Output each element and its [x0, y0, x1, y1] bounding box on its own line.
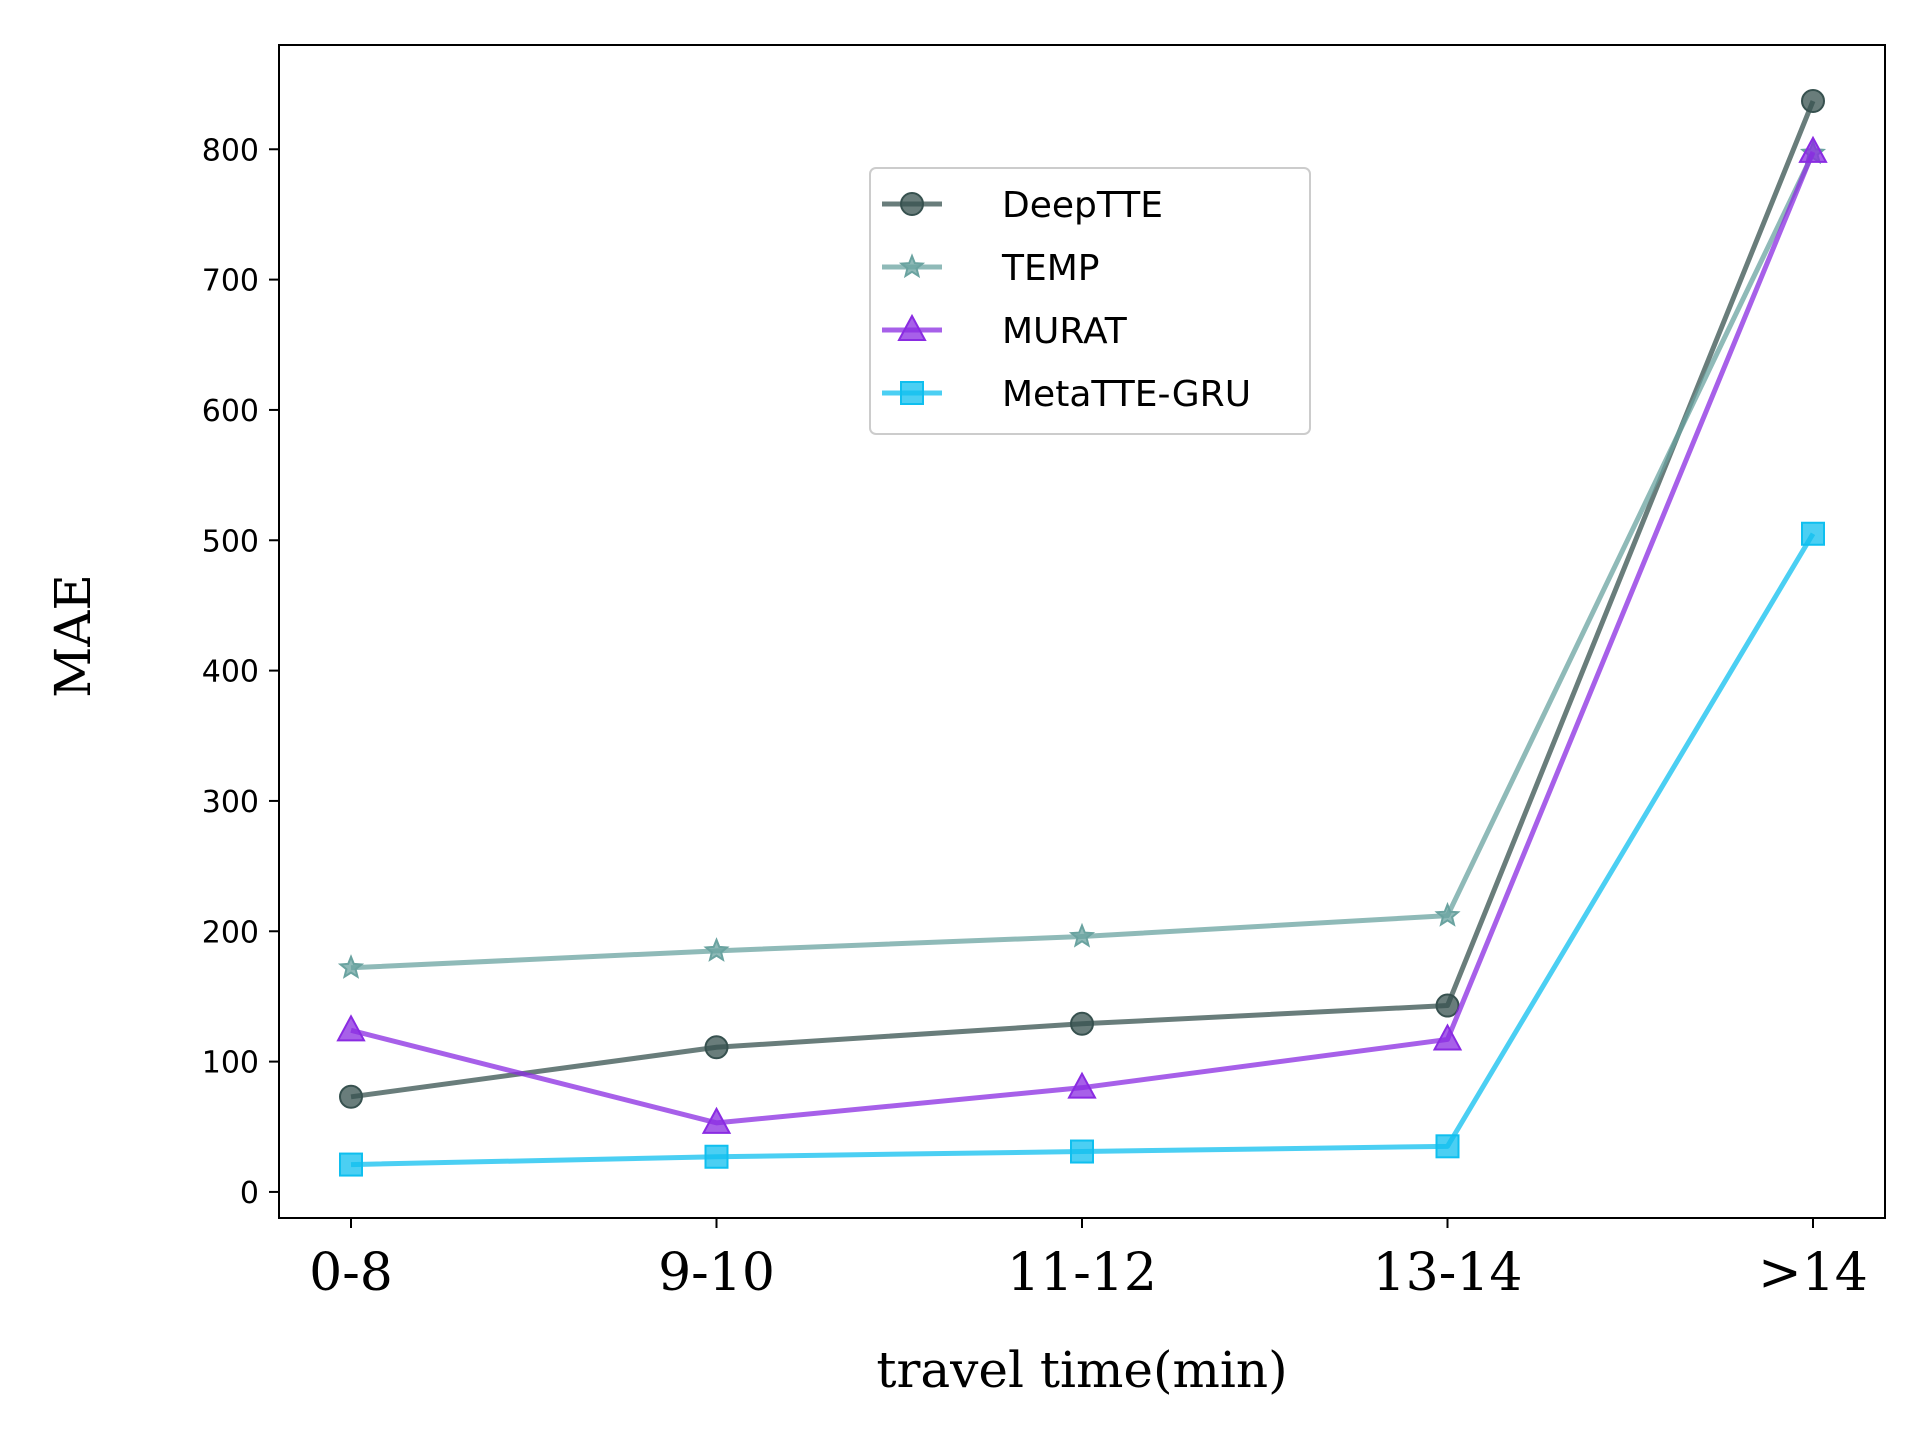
data-point-metatte-gru [1801, 521, 1825, 546]
data-point-deeptte [704, 1035, 729, 1060]
x-tick-label: 13-14 [1373, 1243, 1523, 1303]
series-metatte-gru [339, 521, 1825, 1177]
legend-label: MURAT [1002, 311, 1128, 352]
legend-marker-metatte-gru [900, 381, 924, 405]
legend-marker-deeptte [900, 192, 924, 216]
data-point-deeptte [1435, 993, 1460, 1018]
x-tick-label: 9-10 [658, 1243, 775, 1303]
data-point-murat [1432, 1023, 1463, 1051]
x-tick-label: >14 [1758, 1243, 1868, 1303]
x-tick-label: 0-8 [309, 1243, 393, 1303]
series-murat [336, 135, 1828, 1134]
series-line-metatte-gru [350, 532, 1816, 1168]
legend-entry-metatte-gru: MetaTTE-GRU [882, 374, 1251, 415]
legend-entry-temp: TEMP [882, 248, 1100, 289]
x-tick-label: 11-12 [1007, 1243, 1157, 1303]
data-point-deeptte [339, 1084, 363, 1109]
data-point-temp [1068, 922, 1096, 948]
data-point-deeptte [1801, 89, 1825, 114]
data-point-temp [337, 954, 365, 979]
series-deeptte [339, 89, 1825, 1109]
y-tick-label: 800 [202, 133, 259, 168]
legend-label: TEMP [1001, 248, 1100, 289]
y-tick-label: 700 [202, 264, 259, 299]
legend-entry-murat: MURAT [882, 311, 1128, 352]
data-point-temp [1434, 901, 1461, 927]
series-layer [336, 89, 1828, 1177]
y-tick-label: 200 [202, 915, 259, 950]
data-point-metatte-gru [1070, 1139, 1094, 1164]
data-point-murat [1798, 135, 1828, 163]
legend-marker-temp [898, 253, 926, 279]
y-axis-title: MAE [44, 574, 102, 698]
y-tick-label: 300 [202, 785, 259, 820]
x-axis: 0-8 9-10 11-12 13-14 >14 [309, 1218, 1868, 1303]
data-point-murat [336, 1014, 366, 1042]
data-point-metatte-gru [339, 1152, 363, 1177]
data-point-deeptte [1070, 1011, 1094, 1036]
y-tick-label: 0 [240, 1176, 259, 1211]
x-axis-title: travel time(min) [876, 1341, 1287, 1399]
y-tick-label: 100 [202, 1046, 259, 1081]
legend-label: DeepTTE [1002, 185, 1163, 226]
y-tick-label: 400 [202, 655, 259, 690]
y-tick-label: 500 [202, 524, 259, 559]
y-tick-label: 600 [202, 394, 259, 429]
data-point-murat [701, 1106, 732, 1134]
legend-entry-deeptte: DeepTTE [882, 185, 1163, 226]
data-point-murat [1067, 1071, 1097, 1099]
data-point-metatte-gru [704, 1144, 729, 1169]
legend-label: MetaTTE-GRU [1002, 374, 1251, 415]
data-point-metatte-gru [1435, 1134, 1460, 1159]
legend-box [869, 167, 1311, 435]
legend-marker-murat [897, 313, 927, 341]
y-axis: 0 100 200 300 400 500 600 700 800 [202, 133, 279, 1211]
data-point-temp [703, 937, 730, 962]
legend: DeepTTE TEMP MURAT MetaTTE-GRU [869, 167, 1311, 435]
